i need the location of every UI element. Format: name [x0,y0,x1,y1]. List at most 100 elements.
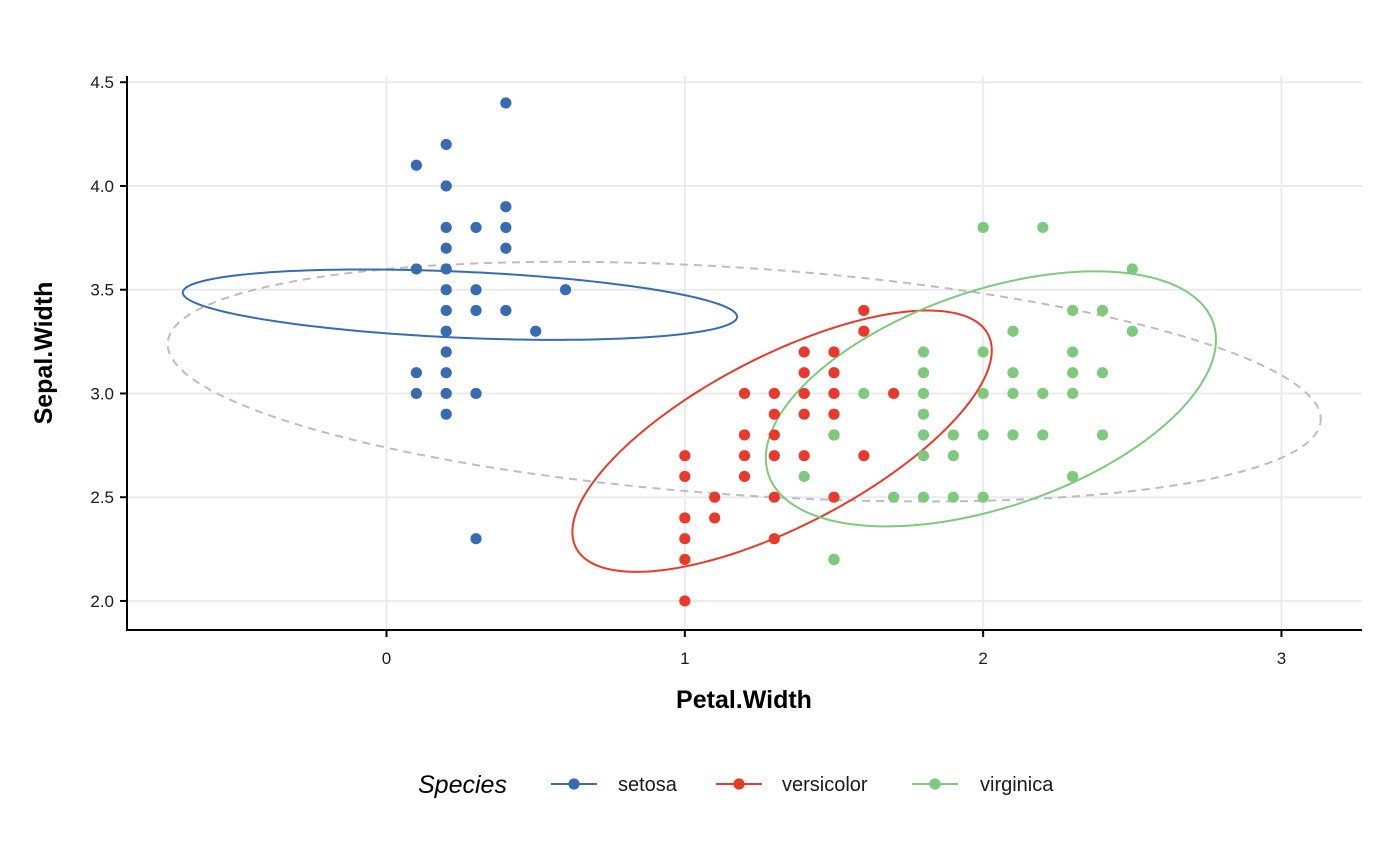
point-setosa-4 [500,201,512,213]
point-setosa-1 [440,138,452,151]
point-virginica-17 [1007,387,1019,400]
x-tick-label-3: 3 [1277,649,1286,668]
point-versicolor-17 [679,450,691,462]
y-tick-label-1: 2.5 [90,488,114,507]
point-setosa-22 [440,367,452,379]
y-tick-label-0: 2.0 [90,592,114,611]
point-versicolor-9 [828,387,840,400]
y-tick-label-4: 4.0 [90,177,114,196]
point-setosa-12 [440,284,452,296]
point-virginica-21 [828,429,840,441]
point-versicolor-25 [768,491,780,503]
legend-item-virginica: virginica [912,774,1054,796]
x-tick-label-2: 2 [978,649,987,668]
point-setosa-14 [559,284,572,296]
point-setosa-0 [500,97,512,109]
point-versicolor-0 [858,304,870,317]
point-virginica-15 [917,387,930,400]
point-versicolor-20 [798,450,810,462]
point-virginica-30 [798,470,810,483]
point-versicolor-19 [768,450,780,462]
ellipse-virginica [764,270,1217,528]
point-virginica-35 [977,491,989,503]
point-virginica-20 [917,408,930,420]
point-setosa-10 [410,263,422,275]
x-tick-label-1: 1 [680,649,689,668]
point-virginica-3 [1067,304,1079,317]
point-versicolor-27 [679,512,691,524]
y-axis-title: Sepal.Width [30,282,58,425]
legend-item-setosa: setosa [551,774,678,796]
point-virginica-22 [917,429,930,441]
data-points [410,97,1138,607]
point-setosa-19 [530,325,542,337]
point-setosa-11 [440,263,452,275]
point-virginica-31 [1067,470,1079,483]
point-versicolor-5 [828,367,840,379]
point-versicolor-33 [679,595,691,607]
point-virginica-14 [858,387,870,400]
legend-label-versicolor: versicolor [782,774,868,796]
ellipse-setosa [181,268,739,341]
point-versicolor-10 [888,387,900,400]
y-ticks: 2.0 2.5 3.0 3.5 4.0 4.5 [90,73,127,611]
point-setosa-16 [470,304,482,317]
point-virginica-19 [1067,387,1079,400]
point-setosa-7 [500,221,512,234]
point-virginica-26 [1037,429,1049,441]
legend-label-setosa: setosa [618,774,678,796]
y-tick-label-3: 3.5 [90,281,114,300]
point-versicolor-4 [798,367,810,379]
point-setosa-23 [410,387,422,400]
point-setosa-18 [440,325,452,337]
legend-label-virginica: virginica [980,774,1054,796]
point-setosa-6 [470,221,482,234]
point-virginica-27 [1096,429,1109,441]
point-versicolor-13 [828,408,840,420]
point-virginica-1 [1037,221,1049,234]
point-virginica-36 [828,553,840,566]
legend-key-point-versicolor [733,778,745,790]
x-axis-title: Petal.Width [676,686,812,714]
point-virginica-8 [977,346,989,358]
point-setosa-27 [470,533,482,545]
point-virginica-9 [1067,346,1079,358]
point-setosa-8 [440,242,452,254]
point-virginica-5 [1007,325,1019,337]
point-setosa-21 [410,367,422,379]
axes [126,76,1362,631]
point-versicolor-18 [738,450,751,462]
point-virginica-12 [1067,367,1079,379]
grid [127,76,1362,630]
ellipse-versicolor [571,309,993,573]
point-virginica-7 [917,346,930,358]
point-versicolor-6 [738,387,751,400]
y-tick-label-5: 4.5 [90,73,114,92]
point-setosa-5 [440,221,452,234]
point-versicolor-2 [798,346,810,358]
point-versicolor-7 [768,387,780,400]
x-tick-label-0: 0 [382,649,391,668]
point-versicolor-29 [679,533,691,545]
legend-key-point-virginica [929,778,941,790]
point-virginica-0 [977,221,989,234]
point-virginica-13 [1096,367,1109,379]
point-setosa-17 [500,304,512,317]
point-virginica-32 [888,491,900,503]
point-setosa-2 [410,159,422,171]
point-versicolor-21 [858,450,870,462]
point-virginica-33 [917,491,930,503]
legend-key-point-setosa [568,778,580,790]
point-setosa-26 [440,408,452,420]
point-setosa-9 [500,242,512,254]
point-virginica-18 [1037,387,1049,400]
point-versicolor-11 [768,408,780,420]
point-virginica-29 [947,450,959,462]
point-versicolor-26 [828,491,840,503]
point-setosa-24 [440,387,452,400]
point-versicolor-15 [768,429,780,441]
point-versicolor-12 [798,408,810,420]
point-versicolor-24 [709,491,721,503]
ellipses [166,260,1322,573]
overall-ellipse [166,260,1322,503]
